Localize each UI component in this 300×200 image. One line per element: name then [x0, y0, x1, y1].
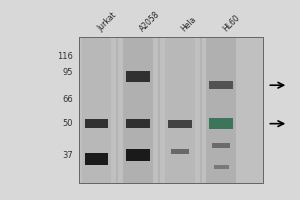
Text: Hela: Hela — [180, 14, 198, 33]
Bar — [123, 37, 153, 183]
Text: 116: 116 — [57, 52, 73, 61]
Text: 66: 66 — [62, 96, 73, 104]
Text: 37: 37 — [62, 151, 73, 160]
Text: 50: 50 — [62, 119, 73, 128]
Bar — [85, 153, 108, 165]
Bar — [212, 143, 230, 148]
Bar — [126, 149, 150, 161]
Bar — [126, 71, 150, 82]
Bar — [85, 119, 108, 128]
Bar — [209, 81, 233, 89]
Bar — [209, 118, 233, 129]
Text: 95: 95 — [62, 68, 73, 77]
Text: A2058: A2058 — [138, 9, 162, 33]
Bar — [82, 37, 111, 183]
Bar — [168, 120, 192, 128]
Bar — [79, 37, 263, 183]
Bar — [79, 37, 263, 183]
Bar — [206, 37, 236, 183]
Bar — [165, 37, 195, 183]
Text: HL60: HL60 — [221, 13, 242, 33]
Bar — [126, 119, 150, 128]
Bar — [214, 165, 229, 169]
Bar — [171, 149, 189, 154]
Text: Jurkat: Jurkat — [97, 11, 119, 33]
